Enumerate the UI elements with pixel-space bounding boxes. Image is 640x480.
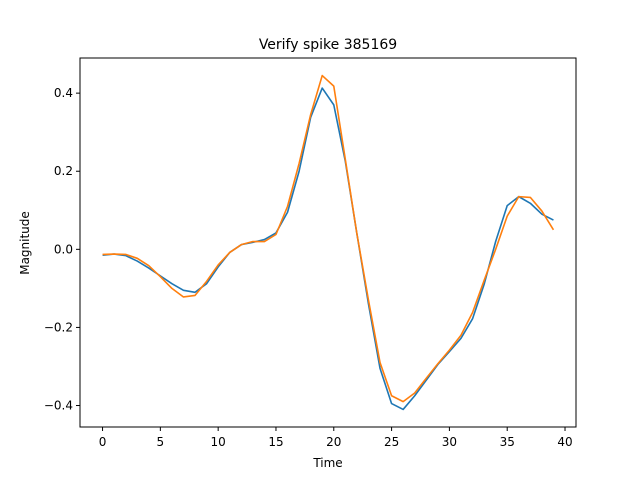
x-tick-label: 20 xyxy=(326,435,341,449)
x-tick-label: 35 xyxy=(500,435,515,449)
y-tick-label: −0.2 xyxy=(44,320,73,334)
plot-frame xyxy=(79,57,577,428)
x-tick-label: 25 xyxy=(384,435,399,449)
x-tick-label: 5 xyxy=(157,435,165,449)
y-tick-label: 0.2 xyxy=(54,164,73,178)
series-line-1 xyxy=(102,87,554,411)
x-tick-label: 30 xyxy=(442,435,457,449)
x-tick-label: 10 xyxy=(211,435,226,449)
x-tick-label: 40 xyxy=(557,435,572,449)
axis-ticks: 0 5 10 15 20 25 30 35 40 −0.4 −0.2 0.0 0.2 0.4 xyxy=(44,86,573,449)
series-line-2 xyxy=(102,74,555,403)
y-tick-label: 0.0 xyxy=(54,242,73,256)
y-axis-label: Magnitude xyxy=(18,211,32,275)
x-axis-label: Time xyxy=(312,456,342,470)
x-tick-label: 15 xyxy=(268,435,283,449)
y-tick-label: 0.4 xyxy=(54,86,73,100)
x-tick-label: 0 xyxy=(99,435,107,449)
y-tick-label: −0.4 xyxy=(44,399,73,413)
plot-area xyxy=(102,74,555,411)
chart-title: Verify spike 385169 xyxy=(259,37,397,53)
